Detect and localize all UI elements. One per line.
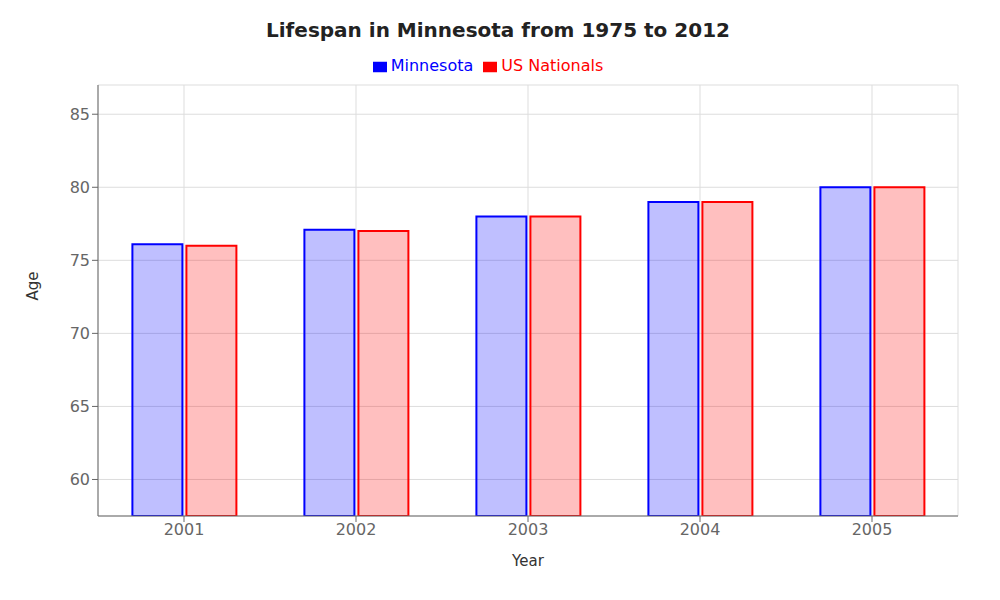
svg-text:2001: 2001: [164, 520, 205, 539]
svg-text:2003: 2003: [508, 520, 549, 539]
svg-text:2005: 2005: [852, 520, 893, 539]
html-text:Minnesota: Minnesota: [390, 56, 474, 75]
svg-text:70: 70: [70, 324, 90, 343]
svg-text:2004: 2004: [680, 520, 721, 539]
svg-text:75: 75: [70, 251, 90, 270]
svg-text:60: 60: [70, 470, 90, 489]
svg-text:2002: 2002: [336, 520, 377, 539]
svg-text:65: 65: [70, 397, 90, 416]
svg-text:80: 80: [70, 178, 90, 197]
svg-text:Age: Age: [24, 271, 42, 300]
svg-text:85: 85: [70, 105, 90, 124]
html-text:US Nationals: US Nationals: [501, 56, 604, 75]
svg-text:Year: Year: [511, 552, 545, 570]
html-text:Lifespan in Minnesota from 197: Lifespan in Minnesota from 1975 to 2012: [266, 18, 730, 42]
